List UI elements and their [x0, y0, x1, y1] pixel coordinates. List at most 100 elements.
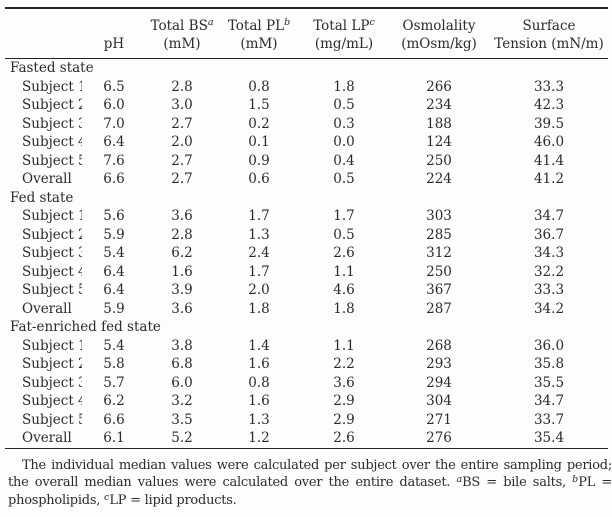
cell-surface-tension: 34.2	[533, 300, 565, 317]
cell-surface-tension: 46.0	[533, 134, 565, 150]
cell-osmolality: 304	[426, 393, 452, 409]
cell-osmolality: 250	[426, 263, 452, 280]
cell-total-lp: 3.6	[333, 374, 355, 391]
cell-ph: 7.0	[103, 115, 125, 132]
row-label: Overall	[22, 171, 72, 187]
cell-total-pl: 0.9	[248, 152, 270, 169]
cell-total-bs: 6.2	[171, 245, 193, 261]
row-label: Subject 4	[22, 263, 82, 280]
group-header-row: Fed state	[5, 189, 608, 208]
cell-total-pl: 2.0	[248, 282, 270, 298]
row-label: Subject 3	[22, 115, 82, 132]
table-row: Subject 1 5.6 3.6 1.7 1.7 303 34.7	[5, 207, 608, 226]
header-row: pH Total BSa (mM) Total PLb (mM) Total LPc (mg…	[5, 8, 608, 59]
cell-total-lp: 1.8	[333, 78, 355, 95]
table-row: Subject 4 6.2 3.2 1.6 2.9 304 34.7	[5, 392, 608, 411]
cell-surface-tension: 39.5	[533, 115, 565, 132]
footnote-definitions: aBS = bile salts, bPL = phospholipids, c…	[8, 473, 612, 508]
table-row: Subject 4 6.4 1.6 1.7 1.1 250 32.2	[5, 263, 608, 282]
cell-total-bs: 2.8	[171, 226, 193, 243]
cell-surface-tension: 36.0	[533, 337, 565, 354]
cell-surface-tension: 35.8	[533, 356, 565, 372]
cell-total-lp: 1.1	[333, 263, 355, 280]
cell-surface-tension: 34.7	[533, 208, 565, 224]
header-line2: (mOsm/kg)	[401, 36, 477, 52]
row-label: Subject 5	[22, 282, 82, 298]
cell-total-pl: 0.2	[248, 115, 270, 132]
cell-total-pl: 2.4	[248, 245, 270, 261]
footnote-superscript: b	[572, 473, 579, 485]
header-superscript: c	[369, 17, 375, 28]
table-row: Overall 6.1 5.2 1.2 2.6 276 35.4	[5, 429, 608, 448]
cell-total-bs: 1.6	[171, 263, 193, 280]
table-row: Subject 1 5.4 3.8 1.4 1.1 268 36.0	[5, 337, 608, 356]
row-label: Subject 3	[22, 245, 82, 261]
cell-surface-tension: 34.3	[533, 245, 565, 261]
row-label: Subject 1	[22, 337, 82, 354]
cell-total-lp: 2.6	[333, 245, 355, 261]
cell-total-lp: 0.0	[333, 134, 355, 150]
cell-osmolality: 271	[426, 411, 452, 428]
cell-total-pl: 0.8	[248, 374, 270, 391]
column-header-ph: pH	[82, 8, 146, 59]
cell-total-pl: 1.2	[248, 430, 270, 446]
table-row: Subject 3 5.4 6.2 2.4 2.6 312 34.3	[5, 244, 608, 263]
cell-ph: 5.7	[103, 374, 125, 391]
table-row: Subject 2 5.9 2.8 1.3 0.5 285 36.7	[5, 226, 608, 245]
cell-osmolality: 367	[426, 282, 452, 298]
header-line1: Total PL	[227, 18, 285, 34]
table-row: Subject 1 6.5 2.8 0.8 1.8 266 33.3	[5, 78, 608, 97]
cell-ph: 6.6	[103, 411, 125, 428]
cell-surface-tension: 35.4	[533, 430, 565, 446]
cell-total-lp: 0.3	[333, 115, 355, 132]
footnote-def-text: LP = lipid products.	[109, 492, 237, 508]
cell-osmolality: 250	[426, 152, 452, 169]
cell-surface-tension: 32.2	[533, 263, 565, 280]
cell-total-bs: 5.2	[171, 430, 193, 446]
cell-surface-tension: 33.3	[533, 282, 565, 298]
cell-surface-tension: 36.7	[533, 226, 565, 243]
column-header-surface-tension: Surface Tension (mN/m)	[490, 8, 608, 59]
header-line2: pH	[103, 36, 125, 52]
header-line2: Tension (mN/m)	[494, 36, 604, 52]
cell-ph: 5.8	[103, 356, 125, 372]
cell-total-bs: 2.7	[171, 115, 193, 132]
cell-surface-tension: 41.2	[533, 171, 565, 187]
row-label: Subject 5	[22, 152, 82, 169]
cell-ph: 6.4	[103, 263, 125, 280]
table-row: Subject 5 6.6 3.5 1.3 2.9 271 33.7	[5, 411, 608, 430]
row-label: Overall	[22, 300, 72, 317]
cell-ph: 6.0	[103, 97, 125, 113]
cell-ph: 5.6	[103, 208, 125, 224]
header-superscript: b	[284, 17, 291, 28]
row-label: Subject 3	[22, 374, 82, 391]
cell-total-bs: 3.2	[171, 393, 193, 409]
header-line1: Total BS	[150, 18, 208, 34]
cell-total-bs: 6.0	[171, 374, 193, 391]
cell-total-bs: 2.7	[171, 152, 193, 169]
table-body: Fasted state Subject 1 6.5 2.8 0.8 1.8 266 33.3…	[5, 59, 608, 449]
group-header-row: Fasted state	[5, 59, 608, 78]
cell-total-lp: 2.9	[333, 393, 355, 409]
cell-ph: 6.2	[103, 393, 125, 409]
cell-total-lp: 0.5	[333, 171, 355, 187]
header-line1: Osmolality	[402, 18, 476, 34]
cell-total-pl: 1.3	[248, 411, 270, 428]
cell-total-pl: 0.1	[248, 134, 270, 150]
cell-total-lp: 0.5	[333, 97, 355, 113]
row-label: Subject 4	[22, 393, 82, 409]
group-header-row: Fat-enriched fed state	[5, 318, 608, 337]
cell-total-bs: 3.6	[171, 300, 193, 317]
cell-osmolality: 303	[426, 208, 452, 224]
table-row: Overall 5.9 3.6 1.8 1.8 287 34.2	[5, 300, 608, 319]
group-label: Fat-enriched fed state	[10, 319, 161, 335]
cell-osmolality: 287	[426, 300, 452, 317]
cell-total-lp: 0.4	[333, 152, 355, 169]
cell-total-lp: 2.6	[333, 430, 355, 446]
cell-total-lp: 4.6	[333, 282, 355, 298]
cell-total-bs: 3.5	[171, 411, 193, 428]
group-label: Fasted state	[10, 60, 94, 76]
cell-total-bs: 3.0	[171, 97, 193, 113]
cell-total-pl: 0.6	[248, 171, 270, 187]
table-row: Subject 2 6.0 3.0 1.5 0.5 234 42.3	[5, 96, 608, 115]
